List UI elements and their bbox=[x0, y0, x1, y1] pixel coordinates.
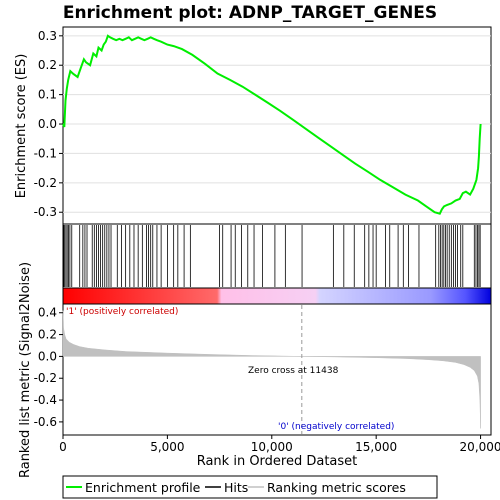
zero-cross-label: Zero cross at 11438 bbox=[248, 366, 339, 376]
es-y-tick-label: 0.1 bbox=[38, 88, 57, 102]
x-tick-label: 5,000 bbox=[150, 440, 184, 454]
metric-y-tick-label: -0.2 bbox=[34, 371, 57, 385]
es-y-tick-label: -0.2 bbox=[34, 176, 57, 190]
es-y-tick-label: -0.1 bbox=[34, 146, 57, 160]
negative-correlation-label: '0' (negatively correlated) bbox=[278, 422, 394, 432]
es-y-axis: -0.3 -0.2 -0.1 0.0 0.1 0.2 0.3 bbox=[34, 29, 63, 219]
x-tick-label: 20,000 bbox=[460, 440, 500, 454]
metric-y-tick-label: 0.2 bbox=[38, 328, 57, 342]
es-y-tick-label: -0.3 bbox=[34, 205, 57, 219]
x-tick-label: 10,000 bbox=[251, 440, 293, 454]
es-panel bbox=[62, 26, 492, 225]
metric-panel bbox=[62, 303, 492, 436]
ranking-metric-area bbox=[62, 310, 481, 429]
es-y-tick-label: 0.0 bbox=[38, 117, 57, 131]
metric-y-tick-label: 0.4 bbox=[38, 306, 57, 320]
legend-label-hits: Hits bbox=[224, 480, 248, 495]
metric-y-tick-label: -0.4 bbox=[34, 393, 57, 407]
x-axis: 0 5,000 10,000 15,000 20,000 bbox=[59, 435, 500, 454]
hit-markers bbox=[63, 225, 481, 287]
enrichment-curve bbox=[62, 34, 482, 215]
hits-panel bbox=[62, 223, 492, 289]
legend-label-metric: Ranking metric scores bbox=[267, 480, 406, 495]
legend-label-enrichment: Enrichment profile bbox=[85, 480, 201, 495]
es-y-tick-label: 0.2 bbox=[38, 58, 57, 72]
metric-y-tick-label: -0.6 bbox=[34, 415, 57, 429]
metric-y-axis-title: Ranked list metric (Signal2Noise) bbox=[18, 262, 33, 478]
chart-title: Enrichment plot: ADNP_TARGET_GENES bbox=[63, 3, 437, 23]
es-y-axis-title: Enrichment score (ES) bbox=[14, 54, 29, 199]
es-y-tick-label: 0.3 bbox=[38, 29, 57, 43]
rank-color-bar bbox=[62, 287, 492, 305]
x-tick-label: 15,000 bbox=[355, 440, 397, 454]
positive-correlation-label: '1' (positively correlated) bbox=[66, 307, 178, 317]
ranking-metric-fill bbox=[62, 310, 481, 429]
x-axis-title: Rank in Ordered Dataset bbox=[197, 454, 358, 469]
metric-y-tick-label: 0.0 bbox=[38, 349, 57, 363]
enrichment-profile-line bbox=[62, 34, 482, 215]
x-tick-label: 0 bbox=[59, 440, 67, 454]
metric-y-axis: -0.6 -0.4 -0.2 0.0 0.2 0.4 bbox=[34, 306, 63, 429]
